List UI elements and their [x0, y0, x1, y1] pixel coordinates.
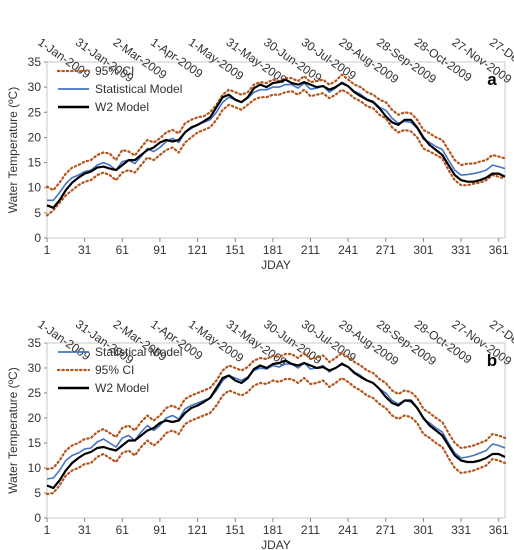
x-tick-label: 301: [413, 523, 433, 537]
x-tick-label: 1: [44, 523, 51, 537]
series-line-ci-upper: [45, 351, 507, 471]
series-line-w2-model: [46, 359, 506, 490]
legend-label: W2 Model: [95, 100, 149, 114]
legend-label: W2 Model: [95, 381, 149, 395]
plot-frame: [46, 61, 506, 239]
x-tick-label: 331: [451, 243, 471, 257]
y-tick-label: 15: [28, 436, 42, 450]
x-tick-label: 361: [489, 243, 509, 257]
y-tick-label: 30: [28, 361, 42, 375]
y-tick-label: 5: [34, 206, 41, 220]
chart-panel-b: 0 5 10 15 20 25 30 35 1 31 61 91 121 151 181 211 241 271 3…: [6, 317, 514, 550]
x-axis-label: JDAY: [261, 258, 291, 272]
x-tick-label: 331: [451, 523, 471, 537]
x-tick-label: 31: [78, 243, 92, 257]
y-tick-label: 30: [28, 80, 42, 94]
y-tick-label: 0: [34, 231, 41, 245]
series-line-w2-model: [46, 78, 506, 209]
x-tick-label: 1: [44, 243, 51, 257]
panel-label: a: [487, 70, 497, 89]
legend-label: 95% CI: [95, 64, 134, 78]
x-tick-label: 271: [376, 243, 396, 257]
x-tick-label: 151: [225, 523, 245, 537]
y-tick-label: 20: [28, 411, 42, 425]
series-line-ci-lower: [45, 88, 507, 217]
x-tick-label: 31: [78, 523, 92, 537]
y-axis-label: Water Temperature (ºC): [6, 367, 20, 493]
x-tick-label: 181: [263, 523, 283, 537]
series-line-ci-lower: [45, 376, 507, 496]
y-tick-label: 25: [28, 386, 42, 400]
x-axis-label: JDAY: [261, 538, 291, 550]
x-tick-label: 211: [301, 243, 320, 257]
legend-label: Statistical Model: [95, 345, 182, 359]
y-tick-label: 10: [28, 461, 42, 475]
x-tick-label: 61: [116, 243, 130, 257]
y-tick-label: 35: [28, 336, 42, 350]
x-tick-label: 241: [338, 243, 358, 257]
x-tick-label: 181: [263, 243, 283, 257]
plot-frame: [46, 342, 506, 519]
x-tick-label: 361: [489, 523, 509, 537]
y-tick-label: 10: [28, 181, 42, 195]
y-tick-label: 0: [34, 511, 41, 525]
x-tick-label: 301: [413, 243, 433, 257]
x-tick-label: 151: [225, 243, 245, 257]
y-tick-label: 25: [28, 105, 42, 119]
series-line-statistical-model: [46, 362, 506, 480]
y-tick-label: 20: [28, 130, 42, 144]
y-tick-label: 15: [28, 156, 42, 170]
x-tick-label: 91: [153, 523, 167, 537]
x-tick-label: 61: [116, 523, 130, 537]
x-tick-label: 241: [338, 523, 358, 537]
x-tick-label: 121: [188, 523, 208, 537]
series-line-statistical-model: [47, 81, 506, 202]
y-tick-label: 35: [28, 55, 42, 69]
y-axis-label: Water Temperature (ºC): [6, 87, 20, 213]
series-line-ci-upper: [45, 73, 507, 192]
x-tick-label: 91: [153, 243, 167, 257]
y-tick-label: 5: [34, 486, 41, 500]
x-tick-label: 271: [376, 523, 396, 537]
x-tick-label: 211: [301, 523, 320, 537]
x-tick-label: 121: [188, 243, 208, 257]
panel-label: b: [487, 351, 497, 370]
legend-label: 95% CI: [95, 363, 134, 377]
legend-label: Statistical Model: [95, 82, 182, 96]
chart-panel-a: 0 5 10 15 20 25 30 35 1 31 61 91 121 151 181 211 241 271 3…: [6, 35, 514, 272]
